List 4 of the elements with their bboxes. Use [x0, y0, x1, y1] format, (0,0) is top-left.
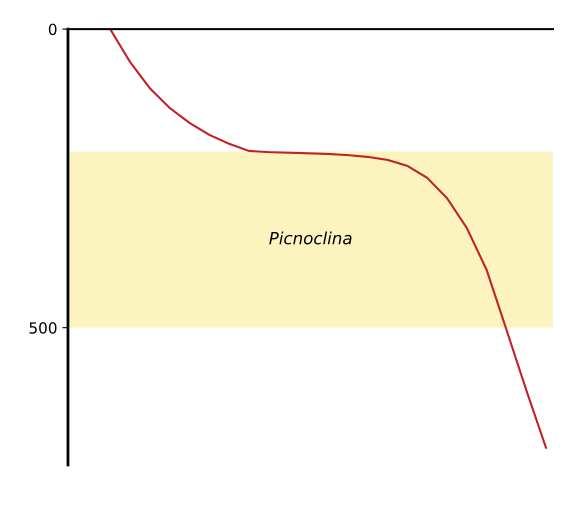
y-tick-label: 0	[48, 24, 57, 36]
line-series	[109, 29, 548, 449]
band-label: Picnoclina	[269, 232, 352, 244]
y-tick-label: 500	[30, 322, 57, 334]
